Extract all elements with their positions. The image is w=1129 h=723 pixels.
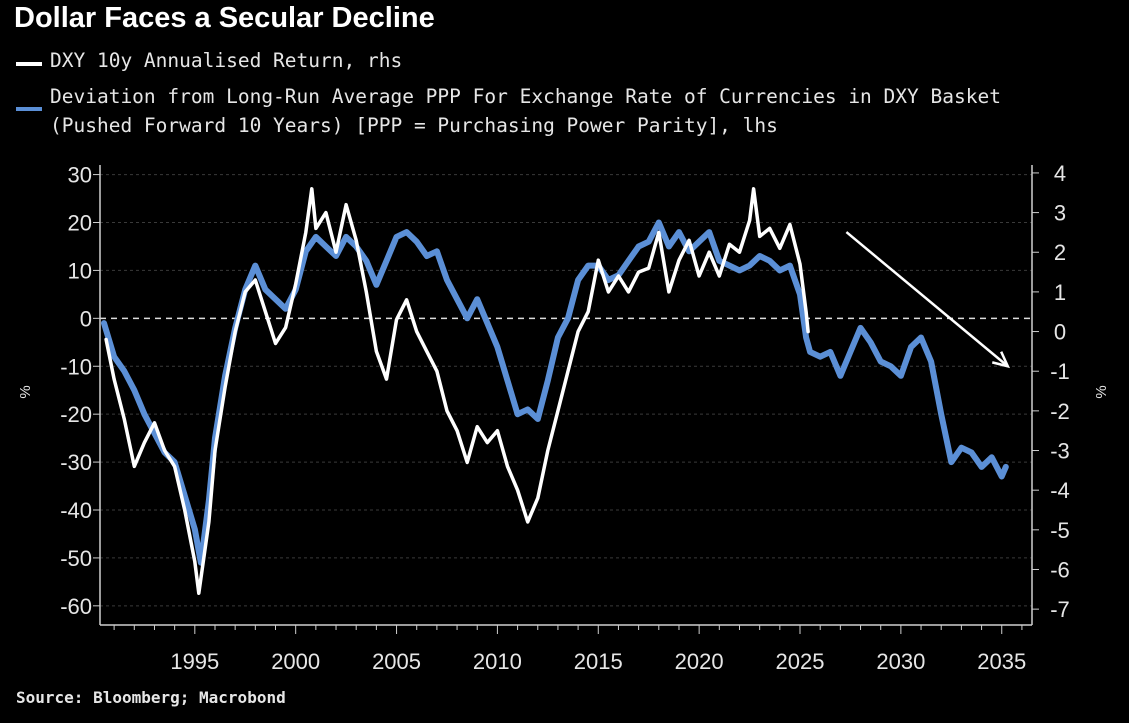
left-tick-label: 30	[68, 163, 92, 188]
left-tick-label: -60	[60, 594, 92, 619]
legend-swatch-white	[16, 62, 42, 66]
right-tick-label: -3	[1050, 439, 1070, 464]
x-tick-label: 2025	[776, 649, 825, 674]
x-tick-label: 2000	[271, 649, 320, 674]
right-tick-label: -7	[1050, 597, 1070, 622]
right-tick-label: 3	[1054, 201, 1066, 226]
right-tick-label: -4	[1050, 478, 1070, 503]
left-tick-label: -40	[60, 498, 92, 523]
right-tick-label: 4	[1054, 161, 1066, 186]
right-tick-label: 1	[1054, 280, 1066, 305]
trend-arrow-line	[845, 231, 1009, 368]
x-tick-label: 2010	[473, 649, 522, 674]
x-tick-label: 2035	[977, 649, 1026, 674]
left-tick-label: -50	[60, 546, 92, 571]
left-tick-label: 20	[68, 211, 92, 236]
right-axis-label: %	[1093, 385, 1110, 398]
x-tick-label: 2005	[372, 649, 421, 674]
left-axis-label: %	[17, 385, 34, 398]
legend-label-blue-line2: (Pushed Forward 10 Years) [PPP = Purchas…	[50, 114, 778, 137]
x-tick-label: 2020	[675, 649, 724, 674]
right-tick-label: -6	[1050, 557, 1070, 582]
right-tick-label: -5	[1050, 518, 1070, 543]
left-tick-label: -30	[60, 450, 92, 475]
right-tick-label: 2	[1054, 240, 1066, 265]
x-tick-label: 2015	[574, 649, 623, 674]
left-tick-label: -20	[60, 402, 92, 427]
right-tick-label: -1	[1050, 359, 1070, 384]
x-tick-label: 2030	[876, 649, 925, 674]
left-tick-label: 0	[80, 306, 92, 331]
left-tick-label: 10	[68, 258, 92, 283]
legend-label-blue-line1: Deviation from Long-Run Average PPP For …	[50, 85, 1001, 108]
right-tick-label: 0	[1054, 320, 1066, 345]
left-tick-label: -10	[60, 354, 92, 379]
x-tick-label: 1995	[170, 649, 219, 674]
legend-swatch-blue	[16, 107, 42, 111]
trend-arrow-head	[991, 351, 1011, 369]
ppp-deviation-series	[101, 219, 1009, 566]
dxy-return-series	[104, 187, 810, 596]
source-note: Source: Bloomberg; Macrobond	[16, 688, 286, 707]
right-tick-label: -2	[1050, 399, 1070, 424]
legend-label-white: DXY 10y Annualised Return, rhs	[50, 49, 403, 72]
chart-title: Dollar Faces a Secular Decline	[14, 2, 435, 34]
